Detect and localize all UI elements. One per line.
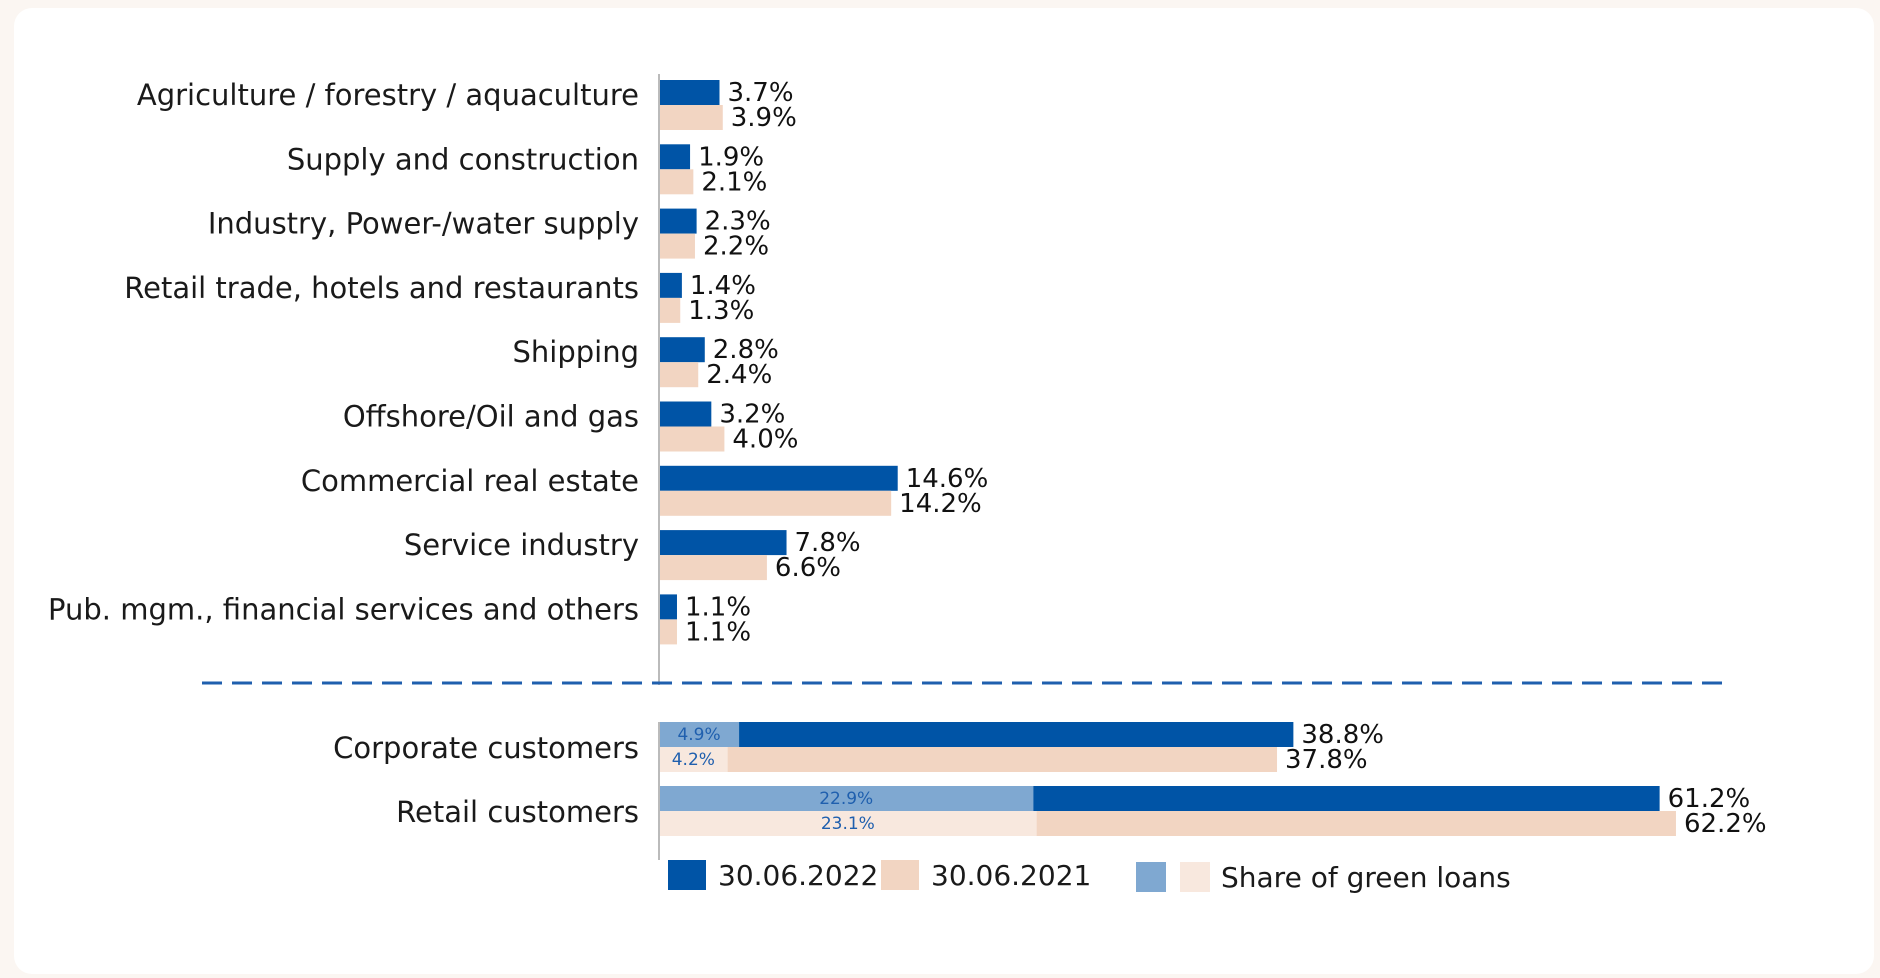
data-label: 7.8% xyxy=(795,528,861,558)
data-label: 3.2% xyxy=(719,400,785,430)
data-label: 14.2% xyxy=(899,489,982,519)
data-label: 6.6% xyxy=(775,553,841,583)
legend-label-green-loans: Share of green loans xyxy=(1221,861,1511,894)
data-label: 38.8% xyxy=(1301,720,1384,750)
category-label: Commercial real estate xyxy=(301,464,639,498)
category-label: Retail trade, hotels and restaurants xyxy=(124,271,639,305)
green-loans-label: 23.1% xyxy=(821,814,875,834)
data-label: 2.8% xyxy=(713,335,779,365)
category-label: Offshore/Oil and gas xyxy=(343,400,639,434)
data-label: 2.1% xyxy=(701,167,767,197)
bar-2021 xyxy=(659,169,694,195)
legend-label-2022: 30.06.2022 xyxy=(718,859,878,892)
legend-label-2021: 30.06.2021 xyxy=(931,859,1091,892)
bar-2021 xyxy=(659,619,677,645)
category-label: Agriculture / forestry / aquaculture xyxy=(137,78,639,112)
data-label: 1.9% xyxy=(698,142,764,172)
category-label: Supply and construction xyxy=(287,142,639,176)
bar-2022 xyxy=(659,722,1294,747)
bar-2021 xyxy=(659,426,725,452)
data-label: 3.7% xyxy=(727,78,793,108)
bar-chart: Agriculture / forestry / aquaculture 3.7%… xyxy=(48,74,1767,894)
data-label: 2.3% xyxy=(705,207,771,237)
green-loans-bar-2021 xyxy=(659,811,1037,836)
data-label: 1.4% xyxy=(690,271,756,301)
chart-card: Agriculture / forestry / aquaculture 3.7%… xyxy=(14,8,1874,974)
legend-swatch-2022 xyxy=(668,860,706,890)
green-loans-label: 22.9% xyxy=(819,789,873,809)
bar-2022 xyxy=(659,208,697,234)
data-label: 2.4% xyxy=(706,360,772,390)
category-label: Pub. mgm., financial services and others xyxy=(48,592,639,626)
category-label: Industry, Power-/water supply xyxy=(208,207,639,241)
green-loans-bar-2022 xyxy=(659,722,740,747)
bar-2022 xyxy=(659,401,712,427)
data-label: 1.1% xyxy=(685,617,751,647)
data-label: 61.2% xyxy=(1668,784,1751,814)
data-label: 3.9% xyxy=(731,103,797,133)
category-label: Retail customers xyxy=(396,795,639,829)
data-label: 37.8% xyxy=(1285,745,1368,775)
bar-2021 xyxy=(659,362,699,388)
data-label: 1.1% xyxy=(685,592,751,622)
data-label: 1.3% xyxy=(688,296,754,326)
green-loans-label: 4.2% xyxy=(672,750,715,770)
bar-2022 xyxy=(659,530,787,556)
bar-2021 xyxy=(659,233,695,259)
data-label: 4.0% xyxy=(732,425,798,455)
bar-2021 xyxy=(659,747,1278,772)
green-loans-bar-2022 xyxy=(659,786,1034,811)
bar-2021 xyxy=(659,555,767,581)
bar-2022 xyxy=(659,144,691,170)
data-label: 62.2% xyxy=(1684,809,1767,839)
category-label: Service industry xyxy=(404,528,639,562)
bar-2021 xyxy=(659,297,681,323)
legend-swatch-green-2022 xyxy=(1136,862,1166,892)
green-loans-bar-2021 xyxy=(659,747,728,772)
bar-2021 xyxy=(659,490,892,516)
green-loans-label: 4.9% xyxy=(677,725,720,745)
category-label: Shipping xyxy=(512,335,639,369)
data-label: 14.6% xyxy=(906,464,989,494)
bar-2022 xyxy=(659,337,705,363)
bar-2022 xyxy=(659,80,720,105)
bar-2022 xyxy=(659,272,682,298)
bar-2022 xyxy=(659,465,898,491)
data-label: 2.2% xyxy=(703,232,769,262)
category-label: Corporate customers xyxy=(333,731,639,765)
legend-swatch-2021 xyxy=(881,860,919,890)
legend-swatch-green-2021 xyxy=(1180,862,1210,892)
bar-2021 xyxy=(659,105,723,130)
bar-2022 xyxy=(659,594,677,620)
